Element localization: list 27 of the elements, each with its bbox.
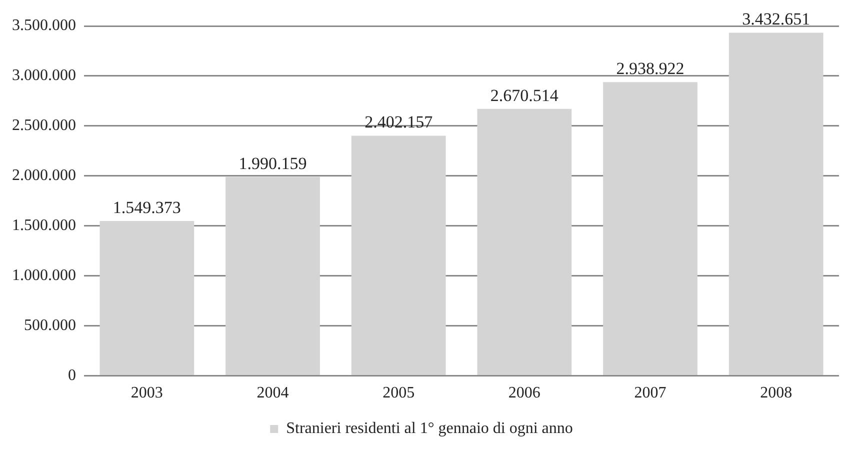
- bar: [351, 136, 446, 376]
- data-label: 2.670.514: [490, 86, 559, 105]
- x-tick-label: 2007: [634, 384, 666, 402]
- y-tick-label: 1.000.000: [12, 267, 76, 284]
- y-tick-label: 1.500.000: [12, 217, 76, 234]
- y-tick-label: 3.500.000: [12, 17, 76, 34]
- y-tick-label: 2.000.000: [12, 167, 76, 184]
- legend-label: Stranieri residenti al 1° gennaio di ogni anno: [286, 420, 573, 438]
- data-label: 1.990.159: [238, 154, 307, 173]
- bar: [477, 108, 572, 376]
- x-tick-label: 2006: [508, 384, 540, 402]
- y-tick-label: 500.000: [24, 317, 76, 334]
- x-tick-label: 2008: [760, 384, 792, 402]
- data-label: 1.549.373: [112, 198, 181, 217]
- y-tick-label: 2.500.000: [12, 117, 76, 134]
- y-tick-label: 3.000.000: [12, 67, 76, 84]
- x-tick-label: 2003: [130, 384, 163, 402]
- x-tick-label: 2005: [382, 384, 415, 402]
- x-tick-label: 2004: [256, 384, 289, 402]
- data-label: 2.938.922: [616, 59, 684, 78]
- bar: [226, 176, 320, 376]
- y-tick-label: 0: [68, 367, 76, 384]
- bar: [728, 32, 824, 376]
- data-label: 3.432.651: [742, 10, 810, 29]
- data-label: 2.402.157: [364, 112, 434, 132]
- bar: [603, 82, 698, 376]
- bar: [100, 220, 194, 376]
